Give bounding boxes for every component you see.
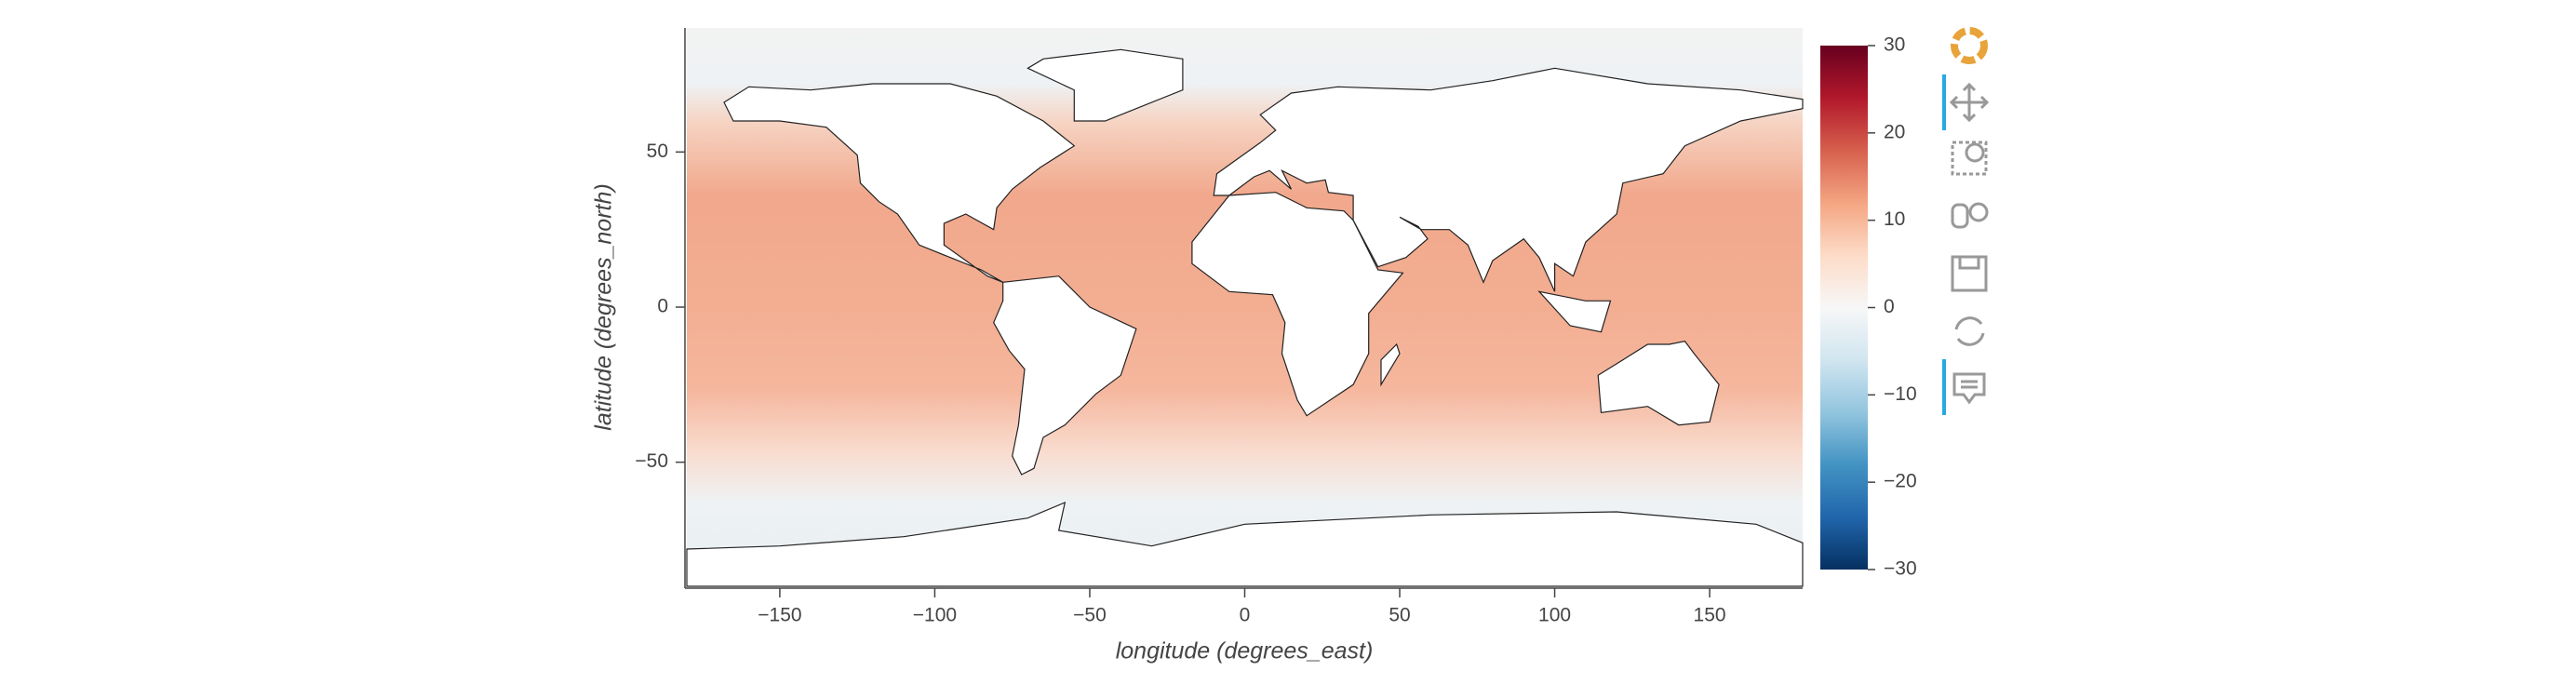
landmass (686, 502, 1804, 587)
y-tick-label: 0 (657, 296, 668, 317)
landmass (1213, 67, 1804, 292)
landmass (723, 83, 1076, 283)
landmass (1597, 341, 1720, 426)
landmass (993, 275, 1137, 476)
axes: −150 −100 −50 0 50 100 150 −50 0 50 (635, 141, 1725, 626)
hover-tool[interactable] (1952, 372, 1986, 405)
colorbar-tick-label: −10 (1884, 383, 1917, 405)
x-tick-label: 0 (1240, 605, 1251, 626)
x-tick-label: −100 (913, 605, 957, 626)
y-tick-label: −50 (635, 450, 668, 472)
x-tick-label: 50 (1389, 605, 1410, 626)
box-zoom-tool[interactable] (1951, 141, 1988, 176)
reset-tool[interactable] (1954, 316, 1985, 346)
x-tick-label: 150 (1694, 605, 1726, 626)
colorbar (1820, 46, 1868, 570)
colorbar-tick-label: −20 (1884, 471, 1917, 492)
y-axis-label: latitude (degrees_north) (591, 183, 617, 430)
landmass (1380, 342, 1401, 387)
colorbar-tick-label: 10 (1884, 208, 1905, 230)
active-indicator (1942, 359, 1946, 415)
colorbar-tick-label: 30 (1884, 34, 1905, 56)
x-tick-label: −150 (758, 605, 801, 626)
wheel-zoom-tool[interactable] (1951, 202, 1989, 229)
save-tool[interactable] (1951, 255, 1988, 292)
landmass (1537, 290, 1612, 333)
x-tick-label: 100 (1538, 605, 1571, 626)
y-tick-label: 50 (647, 141, 668, 162)
colorbar-tick-label: 20 (1884, 121, 1905, 142)
x-axis-label: longitude (degrees_east) (1116, 638, 1374, 664)
bokeh-logo[interactable] (1951, 27, 1988, 64)
pan-tool[interactable] (1949, 82, 1990, 123)
landmass (1026, 48, 1184, 122)
active-indicator (1942, 74, 1946, 130)
landmass (1191, 192, 1404, 417)
colorbar-tick-label: 0 (1884, 296, 1895, 317)
colorbar-tick-label: −30 (1884, 558, 1917, 580)
toolbar (1942, 27, 1990, 415)
x-tick-label: −50 (1073, 605, 1107, 626)
coastlines (686, 48, 1804, 587)
